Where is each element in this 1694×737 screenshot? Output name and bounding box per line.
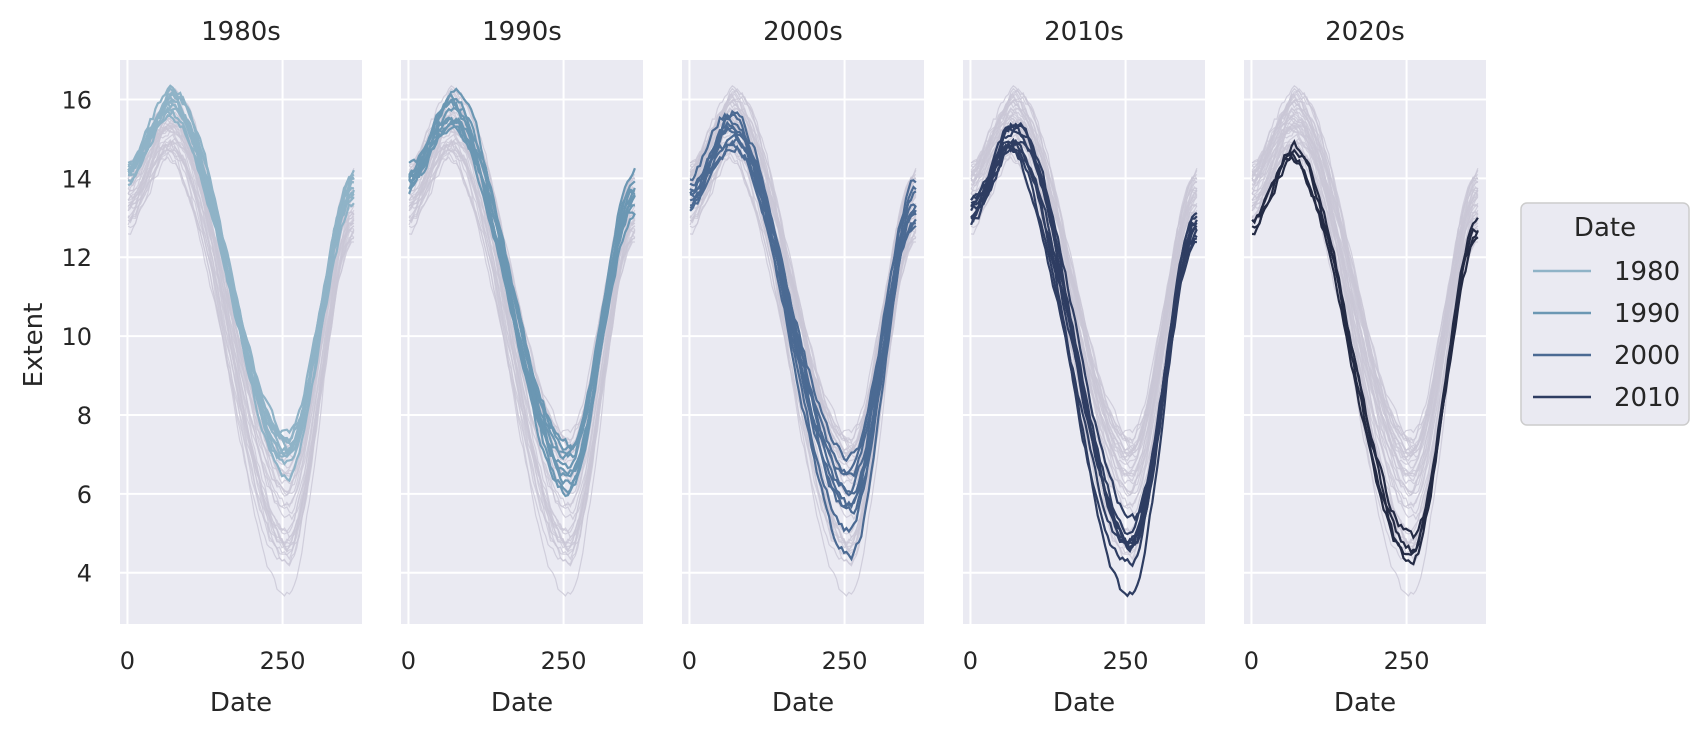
highlight-year-line-2006 (689, 144, 917, 562)
x-tick-label: 0 (120, 647, 135, 675)
x-axis-label: Date (491, 688, 553, 718)
x-axis-label: Date (210, 688, 272, 718)
background-year-line-2023 (409, 156, 636, 565)
y-tick-label: 12 (61, 244, 92, 272)
background-year-line-2021 (408, 151, 636, 539)
background-year-line-2003 (1251, 113, 1479, 496)
x-tick-label: 250 (1103, 647, 1149, 675)
background-year-line-2021 (127, 151, 355, 539)
panel-title: 2000s (763, 17, 843, 47)
x-tick-label: 250 (1384, 647, 1430, 675)
highlight-year-line-2012 (970, 137, 1198, 598)
facet-2010s: 2010s 0 250 Date (963, 17, 1205, 718)
legend-entry-2000: 2000 (1533, 341, 1680, 371)
y-tick-label: 14 (61, 165, 92, 193)
background-year-line-2003 (127, 113, 355, 496)
legend: Date 1980 1990 2000 2010 (1520, 202, 1690, 426)
highlight-year-line-2023 (1252, 155, 1479, 566)
facet-2020s: 2020s 0 250 Date (1244, 17, 1486, 718)
background-year-line-2012 (127, 138, 355, 597)
highlight-year-line-1999 (408, 116, 636, 495)
y-tick-label: 4 (77, 560, 92, 588)
highlight-year-line-2019 (970, 147, 1198, 568)
facet-2000s: 2000s 0 250 Date (682, 17, 924, 718)
legend-title: Date (1574, 213, 1636, 243)
legend-label: 1990 (1614, 299, 1680, 329)
legend-entry-2010: 2010 (1533, 383, 1680, 413)
background-year-line-1994 (1251, 107, 1479, 458)
legend-label: 2010 (1614, 383, 1680, 413)
background-year-line-2003 (970, 113, 1198, 496)
series-lines (689, 84, 917, 597)
background-year-line-2012 (689, 138, 917, 597)
panel-title: 1980s (201, 17, 281, 47)
highlight-year-line-1987 (127, 89, 355, 454)
x-axis-label: Date (1053, 688, 1115, 718)
x-tick-label: 250 (260, 647, 306, 675)
background-year-line-1996 (689, 99, 917, 451)
y-tick-label: 10 (61, 323, 92, 351)
background-year-line-2012 (408, 138, 636, 597)
series-lines (127, 84, 355, 597)
x-axis-label: Date (772, 688, 834, 718)
highlight-year-line-2018 (970, 121, 1198, 548)
y-tick-label: 6 (77, 481, 92, 509)
series-lines (1251, 84, 1479, 597)
highlight-year-line-1989 (127, 108, 355, 444)
panel-title: 2020s (1325, 17, 1405, 47)
legend-label: 2000 (1614, 341, 1680, 371)
legend-label: 1980 (1614, 257, 1680, 287)
x-axis-label: Date (1334, 688, 1396, 718)
legend-entries: 1980 1990 2000 2010 (1533, 257, 1680, 413)
background-year-line-1994 (970, 107, 1198, 458)
x-tick-label: 0 (682, 647, 697, 675)
background-year-line-2008 (408, 110, 635, 515)
legend-entry-1990: 1990 (1533, 299, 1680, 329)
highlight-year-line-2009 (689, 124, 917, 476)
y-axis-label: Extent (19, 303, 49, 388)
legend-entry-1980: 1980 (1533, 257, 1680, 287)
background-year-line-2023 (128, 156, 355, 565)
x-tick-label: 0 (401, 647, 416, 675)
facet-1990s: 1990s 0 250 Date (401, 17, 643, 718)
background-year-line-1996 (970, 99, 1198, 451)
background-year-line-2012 (1251, 138, 1479, 597)
x-tick-label: 0 (1244, 647, 1259, 675)
series-lines (408, 84, 636, 597)
x-tick-label: 0 (963, 647, 978, 675)
facet-1980s: 1980s 0 250 Date 4 6 8 10 12 14 16 (61, 17, 362, 718)
highlight-year-line-2008 (689, 109, 916, 515)
background-year-line-2008 (1251, 110, 1478, 515)
y-tick-label: 8 (77, 402, 92, 430)
legend-frame (1520, 202, 1690, 426)
panel-title: 1990s (482, 17, 562, 47)
background-year-line-1996 (1251, 99, 1479, 451)
panel-title: 2010s (1044, 17, 1124, 47)
y-tick-label: 16 (61, 86, 92, 114)
x-tick-label: 250 (541, 647, 587, 675)
series-lines (970, 84, 1198, 598)
highlight-year-line-1988 (127, 98, 355, 466)
x-tick-label: 250 (822, 647, 868, 675)
highlight-year-line-1996 (408, 98, 636, 451)
